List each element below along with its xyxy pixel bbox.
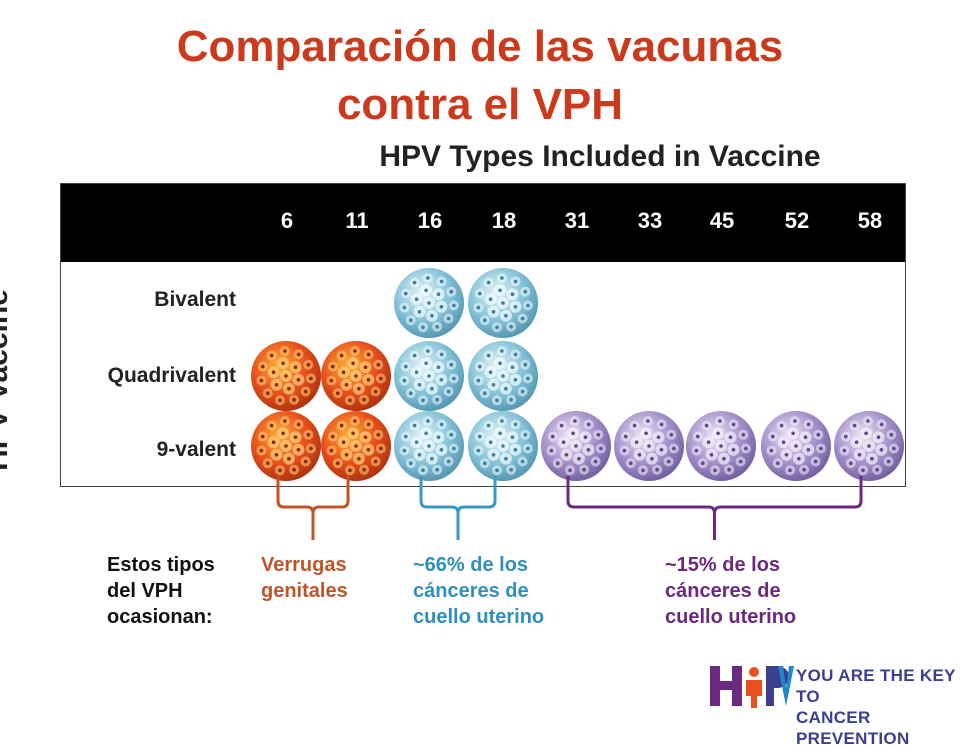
note-group-low-risk: Verrugas genitales xyxy=(261,552,348,604)
logo-person-icon xyxy=(749,667,759,677)
note-group-16-18: ~66% de los cánceres de cuello uterino xyxy=(413,552,544,630)
note-group2-line-2: cánceres de xyxy=(413,580,529,602)
note-group2-line-3: cuello uterino xyxy=(413,606,545,628)
type-label-58: 58 xyxy=(857,208,883,233)
row-label-quadrivalent: Quadrivalent xyxy=(107,364,236,387)
type-label-52: 52 xyxy=(784,208,810,233)
row-label-bivalent: Bivalent xyxy=(154,288,236,311)
logo-tagline-line-2: CANCER PREVENTION xyxy=(796,708,910,748)
type-label-18: 18 xyxy=(491,208,517,233)
note-group2-line-1: ~66% de los xyxy=(413,554,529,576)
type-label-16: 16 xyxy=(417,208,443,233)
logo-tagline-line-1: YOU ARE THE KEY TO xyxy=(796,666,956,706)
note-group3-line-3: cuello uterino xyxy=(665,606,797,628)
title-line-1: Comparación de las vacunas xyxy=(176,22,784,71)
page-title: Comparación de las vacunas contra el VPH xyxy=(0,18,960,134)
title-line-2: contra el VPH xyxy=(336,80,624,129)
note-intro-line-1: Estos tipos xyxy=(107,554,215,576)
row-label-9-valent: 9-valent xyxy=(156,438,236,461)
diagram-subtitle: HPV Types Included in Vaccine xyxy=(379,140,821,173)
note-intro: Estos tipos del VPH ocasionan: xyxy=(107,552,215,630)
note-group1-line-1: Verrugas xyxy=(261,554,347,576)
vertical-axis-text: HPV Vaccine xyxy=(0,289,14,471)
type-label-31: 31 xyxy=(564,208,590,233)
note-group3-line-1: ~15% de los xyxy=(665,554,781,576)
note-group-additional: ~15% de los cánceres de cuello uterino xyxy=(665,552,796,630)
type-label-6: 6 xyxy=(280,208,294,233)
note-group3-line-2: cánceres de xyxy=(665,580,781,602)
note-intro-line-3: ocasionan: xyxy=(107,606,213,628)
types-header: 6 11 16 18 31 33 45 52 58 xyxy=(61,184,905,262)
type-label-45: 45 xyxy=(709,208,735,233)
type-label-33: 33 xyxy=(637,208,663,233)
type-label-11: 11 xyxy=(345,208,369,233)
logo-tagline: YOU ARE THE KEY TO CANCER PREVENTION xyxy=(796,665,960,749)
note-intro-line-2: del VPH xyxy=(107,580,183,602)
hpv-logo xyxy=(710,666,794,708)
note-group1-line-2: genitales xyxy=(261,580,348,602)
